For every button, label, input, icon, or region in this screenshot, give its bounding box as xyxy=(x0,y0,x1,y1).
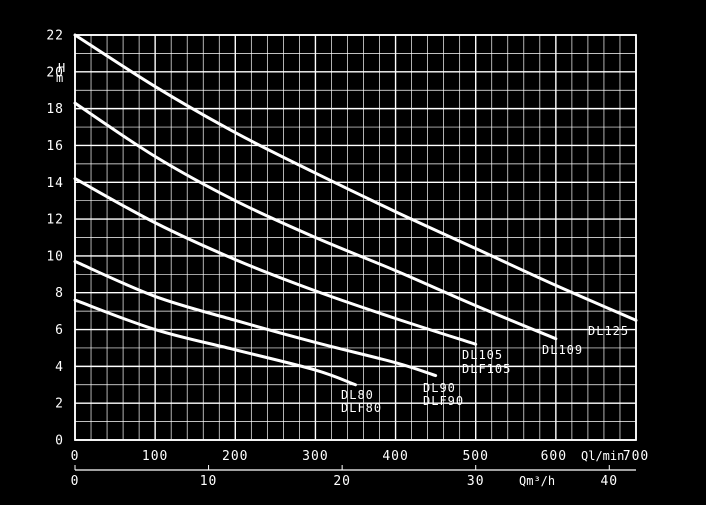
y-tick-label: 20 xyxy=(46,65,64,80)
y-tick-label: 18 xyxy=(46,102,64,117)
y-tick-label: 12 xyxy=(46,213,64,228)
x-tick-label-lmin: 200 xyxy=(222,449,248,464)
x-tick-label-m3h: 0 xyxy=(71,474,80,489)
x-tick-label-lmin: 100 xyxy=(142,449,168,464)
series-label-dlf90: DLF90 xyxy=(423,394,464,408)
y-axis-label-h: H xyxy=(58,61,65,75)
series-label-dl80: DL80 xyxy=(341,388,374,402)
series-label-dlf80: DLF80 xyxy=(341,401,382,415)
series-label-dlf105: DLF105 xyxy=(462,362,511,376)
x-tick-label-m3h: 40 xyxy=(600,474,618,489)
x-tick-label-lmin: 500 xyxy=(462,449,488,464)
y-tick-label: 10 xyxy=(46,249,64,264)
y-tick-label: 0 xyxy=(55,434,64,449)
series-line-dl80 xyxy=(73,298,357,387)
y-tick-label: 6 xyxy=(55,323,64,338)
y-tick-label: 14 xyxy=(46,176,64,191)
x-axis-label-lmin: Ql/min xyxy=(581,449,624,463)
series-line-dl105 xyxy=(73,177,478,346)
y-tick-label: 8 xyxy=(55,286,64,301)
y-tick-label: 16 xyxy=(46,139,64,154)
series-label-dl109: DL109 xyxy=(542,343,583,357)
series-line-dl90 xyxy=(73,259,438,378)
y-tick-label: 4 xyxy=(55,360,64,375)
x-axis-label-m3h: Qm³/h xyxy=(519,474,555,488)
plot-frame xyxy=(74,34,637,441)
x-tick-label-lmin: 600 xyxy=(541,449,567,464)
x-tick-label-m3h: 10 xyxy=(200,474,218,489)
y-tick-label: 22 xyxy=(46,29,64,44)
x-tick-label-m3h: 30 xyxy=(467,474,485,489)
series-line-dl125 xyxy=(73,33,638,322)
x-tick-label-lmin: 700 xyxy=(623,449,649,464)
series-label-dl90: DL90 xyxy=(423,381,456,395)
grid xyxy=(74,34,637,471)
curves xyxy=(73,33,638,387)
series-line-dl109 xyxy=(73,101,558,341)
series-label-dl105: DL105 xyxy=(462,348,503,362)
series-label-dl125: DL125 xyxy=(588,324,629,338)
x-tick-label-lmin: 400 xyxy=(382,449,408,464)
y-tick-label: 2 xyxy=(55,397,64,412)
x-tick-label-m3h: 20 xyxy=(333,474,351,489)
x-tick-label-lmin: 0 xyxy=(71,449,80,464)
y-axis-label-m: m xyxy=(56,71,63,85)
x-tick-label-lmin: 300 xyxy=(302,449,328,464)
